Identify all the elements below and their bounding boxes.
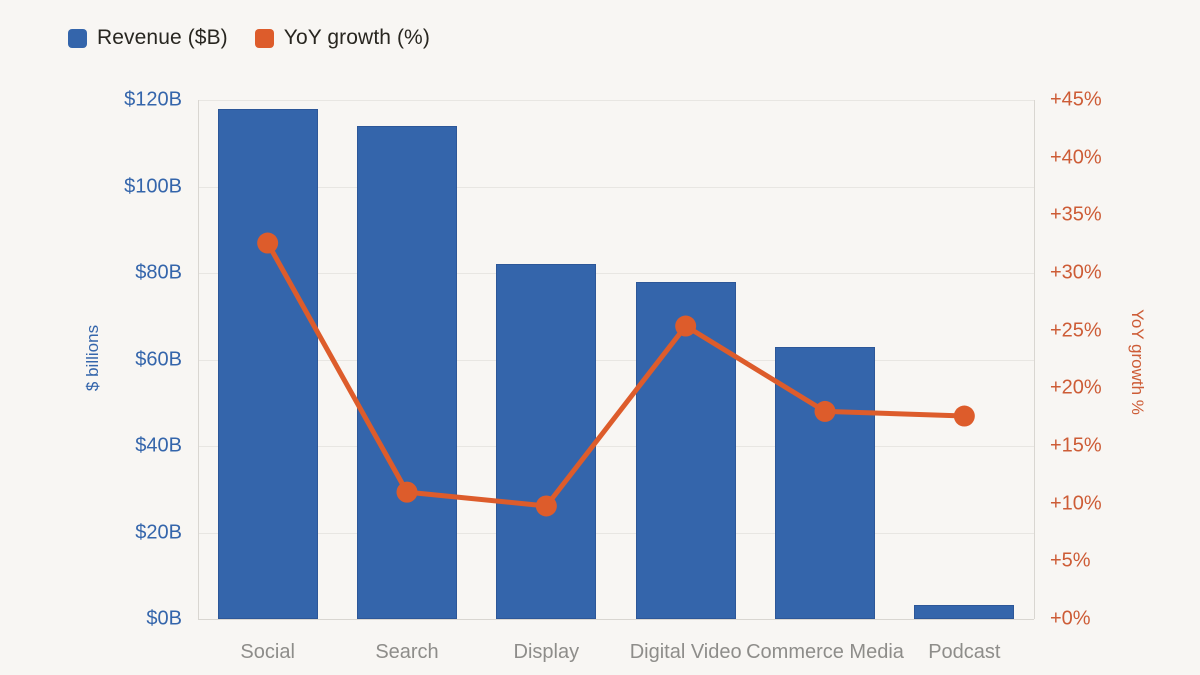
legend-item-revenue-b-: Revenue ($B) — [68, 26, 228, 50]
left-axis-title: $ billions — [83, 324, 102, 392]
category-label-podcast: Podcast — [928, 641, 1001, 663]
left-axis-line — [198, 100, 199, 619]
right-axis-tick-45: +45% — [1050, 88, 1102, 111]
category-label-search: Search — [375, 641, 439, 663]
bar-commerce-media — [775, 346, 875, 619]
gridline-60 — [198, 359, 1034, 361]
x-axis-line — [198, 619, 1034, 620]
left-axis-tick-60: $60B — [135, 348, 182, 370]
left-axis-tick-100: $100B — [124, 175, 182, 197]
gridline-40 — [198, 446, 1034, 447]
left-axis-tick-20: $20B — [135, 521, 182, 543]
gridline-100 — [198, 186, 1034, 188]
right-axis-tick-20: +20% — [1050, 376, 1102, 399]
right-axis-tick-10: +10% — [1050, 492, 1102, 515]
bar-display — [496, 264, 597, 619]
category-label-commerce-media: Commerce Media — [746, 641, 904, 663]
bar-podcast — [914, 605, 1015, 619]
right-axis-tick-15: +15% — [1050, 434, 1102, 457]
right-axis-tick-35: +35% — [1050, 203, 1102, 226]
bar-digital-video — [635, 281, 736, 619]
right-axis-tick-0: +0% — [1050, 607, 1091, 630]
legend-item-yoy-growth-: YoY growth (%) — [254, 26, 430, 50]
gridline-80 — [198, 273, 1034, 274]
category-label-digital-video: Digital Video — [629, 641, 742, 663]
category-label-social: Social — [240, 641, 295, 663]
right-axis-tick-5: +5% — [1050, 549, 1091, 572]
yoy-growth-point-podcast — [953, 405, 975, 427]
legend-label: YoY growth (%) — [283, 26, 430, 49]
left-axis-tick-40: $40B — [135, 434, 182, 457]
right-axis-tick-40: +40% — [1050, 146, 1102, 169]
bar-social — [217, 108, 318, 619]
left-axis-tick-80: $80B — [135, 261, 182, 284]
revenue-swatch-icon — [68, 28, 87, 48]
right-axis-tick-25: +25% — [1050, 319, 1102, 342]
gridline-120 — [198, 100, 1034, 101]
legend: Revenue ($B) YoY growth (%) — [68, 26, 430, 50]
right-axis-tick-30: +30% — [1050, 261, 1102, 284]
legend-label: Revenue ($B) — [97, 26, 228, 49]
right-axis-title: YoY growth % — [1128, 309, 1147, 415]
left-axis-tick-0: $0B — [146, 607, 182, 630]
yoy-growth-swatch-icon — [254, 28, 274, 48]
bar-search — [357, 125, 457, 619]
gridline-20 — [198, 532, 1034, 534]
left-axis-tick-120: $120B — [124, 88, 182, 111]
right-axis-line — [1034, 100, 1035, 619]
category-label-display: Display — [513, 641, 580, 663]
